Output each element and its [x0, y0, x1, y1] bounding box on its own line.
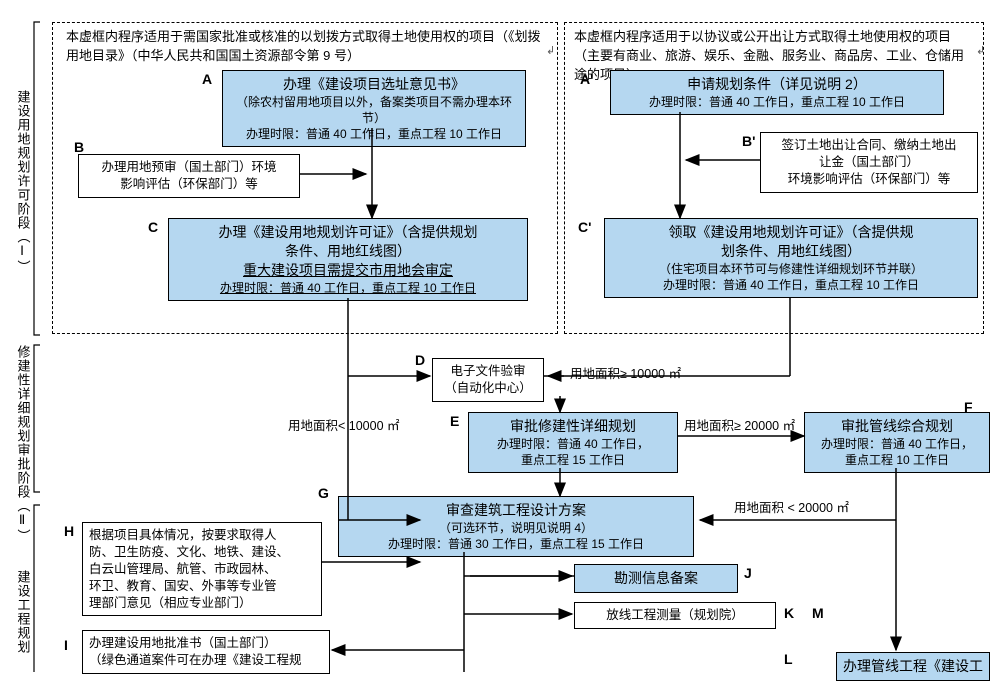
node-Ap-sub: 办理时限：普通 40 工作日，重点工程 10 工作日: [617, 94, 937, 110]
node-H-l4: 环卫、教育、国安、外事等专业管: [89, 578, 315, 595]
node-Cp-s2: 办理时限：普通 40 工作日，重点工程 10 工作日: [611, 277, 971, 293]
stage1-label: 建设用地规划许可阶段（Ⅰ）: [14, 90, 32, 274]
node-H-l1: 根据项目具体情况，按要求取得人: [89, 527, 315, 544]
node-E-s1: 办理时限：普通 40 工作日，: [475, 436, 671, 452]
node-J-title: 勘测信息备案: [581, 569, 731, 588]
node-Cp-s1: （住宅项目本环节可与修建性详细规划环节并联）: [611, 261, 971, 277]
dashed-note-left: 本虚框内程序适用于需国家批准或核准的以划拨方式取得土地使用权的项目（《划拨用地目…: [66, 28, 542, 66]
node-H-l3: 白云山管理局、航管、市政园林、: [89, 561, 315, 578]
node-E: 审批修建性详细规划 办理时限：普通 40 工作日， 重点工程 15 工作日: [468, 412, 678, 473]
label-A: A: [202, 70, 212, 89]
node-C-t1: 办理《建设用地规划许可证》（含提供规划: [175, 223, 521, 242]
label-Ap: A': [580, 70, 593, 89]
label-Cp: C': [578, 218, 591, 237]
node-Cp-t2: 划条件、用地红线图）: [611, 242, 971, 261]
node-A-sub1: （除农村留用地项目以外，备案类项目不需办理本环节）: [229, 94, 519, 126]
node-G-s2: 办理时限：普通 30 工作日，重点工程 15 工作日: [345, 536, 687, 552]
label-H: H: [64, 522, 74, 541]
marker-1: ↲: [546, 44, 555, 59]
label-D: D: [415, 351, 425, 370]
node-M: 办理管线工程《建设工: [836, 652, 990, 681]
edge-ge10000: 用地面积≥ 10000 ㎡: [570, 366, 681, 383]
node-C: 办理《建设用地规划许可证》（含提供规划 条件、用地红线图） 重大建设项目需提交市…: [168, 218, 528, 301]
node-B-l1: 办理用地预审（国土部门）环境: [85, 159, 293, 176]
label-K: K: [784, 604, 794, 623]
node-Ap-title: 申请规划条件（详见说明 2）: [617, 75, 937, 94]
label-G: G: [318, 484, 329, 503]
edge-lt20000: 用地面积 < 20000 ㎡: [734, 500, 849, 517]
node-H: 根据项目具体情况，按要求取得人 防、卫生防疫、文化、地铁、建设、 白云山管理局、…: [82, 522, 322, 616]
node-K-title: 放线工程测量（规划院）: [581, 607, 769, 624]
node-F-title: 审批管线综合规划: [811, 417, 983, 436]
node-G-s1: （可选环节，说明见说明 4）: [345, 520, 687, 536]
edge-lt10000: 用地面积< 10000 ㎡: [288, 418, 400, 435]
node-G: 审查建筑工程设计方案 （可选环节，说明见说明 4） 办理时限：普通 30 工作日…: [338, 496, 694, 557]
node-F-s2: 重点工程 10 工作日: [811, 452, 983, 468]
node-Cp: 领取《建设用地规划许可证》（含提供规 划条件、用地红线图） （住宅项目本环节可与…: [604, 218, 978, 298]
node-M-title: 办理管线工程《建设工: [843, 657, 983, 676]
node-Cp-t1: 领取《建设用地规划许可证》（含提供规: [611, 223, 971, 242]
node-C-sub: 办理时限：普通 40 工作日，重点工程 10 工作日: [175, 280, 521, 296]
node-J: 勘测信息备案: [574, 564, 738, 593]
node-H-l2: 防、卫生防疫、文化、地铁、建设、: [89, 544, 315, 561]
node-F-s1: 办理时限：普通 40 工作日，: [811, 436, 983, 452]
node-B-l2: 影响评估（环保部门）等: [85, 176, 293, 193]
label-L: L: [784, 650, 793, 669]
node-B: 办理用地预审（国土部门）环境 影响评估（环保部门）等: [78, 154, 300, 198]
edge-ge20000: 用地面积≥ 20000 ㎡: [684, 418, 795, 435]
label-I: I: [64, 636, 68, 655]
stage3-label: 建设工程规划: [14, 570, 32, 654]
node-G-title: 审查建筑工程设计方案: [345, 501, 687, 520]
node-Bp-l3: 环境影响评估（环保部门）等: [767, 171, 971, 188]
label-J: J: [744, 564, 752, 583]
marker-2: ↲: [976, 44, 985, 59]
node-E-s2: 重点工程 15 工作日: [475, 452, 671, 468]
node-Bp: 签订土地出让合同、缴纳土地出 让金（国土部门） 环境影响评估（环保部门）等: [760, 132, 978, 193]
node-K: 放线工程测量（规划院）: [574, 602, 776, 629]
label-C: C: [148, 218, 158, 237]
label-Bp: B': [742, 132, 755, 151]
node-Ap: 申请规划条件（详见说明 2） 办理时限：普通 40 工作日，重点工程 10 工作…: [610, 70, 944, 115]
label-E: E: [450, 412, 459, 431]
node-C-u: 重大建设项目需提交市用地会审定: [175, 261, 521, 280]
node-A-sub2: 办理时限：普通 40 工作日，重点工程 10 工作日: [229, 126, 519, 142]
label-M: M: [812, 604, 824, 623]
node-I-l2: （绿色通道案件可在办理《建设工程规: [89, 652, 323, 669]
node-A: 办理《建设项目选址意见书》 （除农村留用地项目以外，备案类项目不需办理本环节） …: [222, 70, 526, 147]
node-F: 审批管线综合规划 办理时限：普通 40 工作日， 重点工程 10 工作日: [804, 412, 990, 473]
node-C-t2: 条件、用地红线图）: [175, 242, 521, 261]
node-E-title: 审批修建性详细规划: [475, 417, 671, 436]
node-I-l1: 办理建设用地批准书（国土部门）: [89, 635, 323, 652]
node-D: 电子文件验审 （自动化中心）: [432, 358, 544, 402]
node-A-title: 办理《建设项目选址意见书》: [229, 75, 519, 94]
node-D-l1: 电子文件验审: [439, 363, 537, 380]
node-I: 办理建设用地批准书（国土部门） （绿色通道案件可在办理《建设工程规: [82, 630, 330, 674]
node-Bp-l1: 签订土地出让合同、缴纳土地出: [767, 137, 971, 154]
node-D-l2: （自动化中心）: [439, 380, 537, 397]
node-H-l5: 理部门意见（相应专业部门）: [89, 595, 315, 612]
stage2-label: 修建性详细规划审批阶段（Ⅱ）: [14, 345, 32, 543]
node-Bp-l2: 让金（国土部门）: [767, 154, 971, 171]
